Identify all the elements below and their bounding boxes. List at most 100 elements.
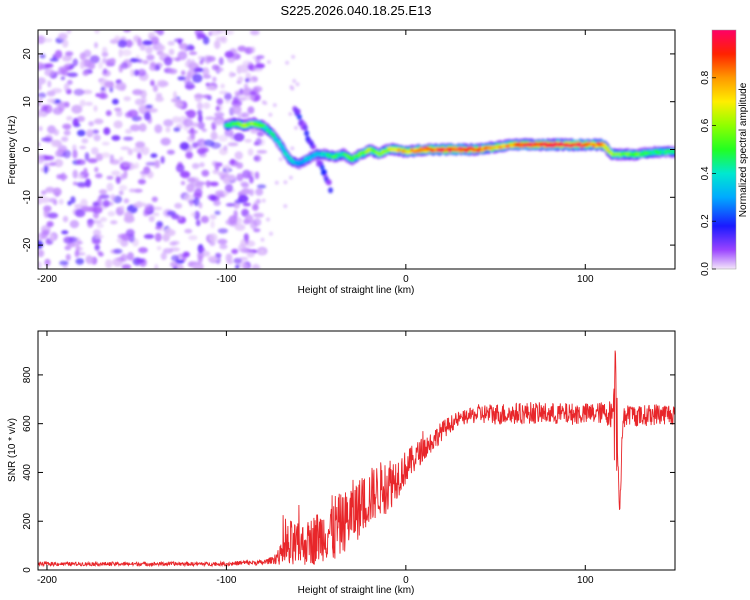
- noise-blob: [247, 106, 255, 114]
- noise-blob: [253, 67, 263, 72]
- noise-blob: [292, 79, 297, 83]
- noise-blob: [111, 135, 121, 141]
- noise-blob: [43, 165, 49, 174]
- noise-blob: [122, 161, 131, 167]
- noise-blob: [179, 142, 190, 151]
- noise-blob: [193, 197, 200, 207]
- noise-blob: [241, 208, 250, 217]
- ridge-segment: [604, 145, 610, 150]
- noise-blob: [47, 80, 52, 88]
- noise-blob: [146, 54, 155, 61]
- noise-blob: [101, 86, 105, 91]
- noise-blob: [38, 35, 46, 44]
- noise-blob: [225, 164, 231, 173]
- noise-blob: [241, 112, 250, 118]
- noise-blob: [155, 226, 162, 230]
- noise-blob: [75, 258, 85, 265]
- noise-blob: [142, 40, 153, 46]
- noise-blob: [231, 248, 239, 255]
- snr-frame: [37, 330, 676, 571]
- noise-blob: [190, 212, 196, 217]
- noise-blob: [111, 170, 121, 176]
- noise-blob: [46, 98, 56, 104]
- noise-blob: [38, 83, 42, 91]
- noise-blob: [44, 258, 51, 267]
- noise-blob: [105, 259, 113, 269]
- noise-blob: [261, 198, 266, 203]
- noise-blob: [144, 203, 155, 213]
- colorbar-tick-label: 0.8: [700, 70, 711, 84]
- noise-blob: [67, 72, 78, 78]
- noise-blob: [225, 203, 236, 207]
- noise-blob: [41, 137, 52, 142]
- noise-blob: [173, 127, 181, 132]
- y-tick-label: -20: [22, 237, 33, 252]
- noise-blob: [106, 182, 114, 192]
- noise-blob: [152, 84, 158, 93]
- noise-blob: [202, 67, 210, 77]
- noise-blob: [92, 206, 103, 214]
- noise-blob: [77, 173, 85, 180]
- noise-blob: [143, 234, 155, 239]
- noise-blob: [214, 40, 221, 50]
- noise-blob: [123, 198, 130, 204]
- snr-y-axis-label: SNR (10 * v/v): [7, 418, 18, 482]
- noise-blob: [95, 93, 100, 97]
- noise-blob: [137, 37, 142, 47]
- noise-blob: [256, 150, 268, 154]
- x-tick-label: 100: [577, 575, 594, 586]
- noise-blob: [194, 210, 200, 220]
- noise-blob: [139, 123, 147, 132]
- noise-blob: [160, 156, 165, 164]
- noise-blob: [60, 76, 66, 81]
- y-tick-label: 20: [22, 48, 33, 60]
- colorbar-tick-label: 0.0: [700, 262, 711, 276]
- noise-blob: [145, 45, 153, 55]
- noise-blob: [38, 155, 45, 164]
- noise-blob: [44, 63, 54, 68]
- noise-blob: [87, 158, 98, 164]
- noise-blob: [215, 252, 222, 258]
- noise-blob: [252, 218, 262, 227]
- colorbar-frame: [711, 29, 737, 270]
- noise-blob: [92, 220, 102, 224]
- noise-blob: [130, 69, 135, 77]
- noise-blob: [242, 60, 252, 66]
- ridge-segment: [280, 146, 286, 151]
- noise-blob: [184, 228, 193, 234]
- snr-x-axis-label: Height of straight line (km): [298, 585, 415, 596]
- noise-blob: [212, 76, 217, 83]
- noise-blob: [135, 141, 146, 148]
- noise-blob: [88, 121, 94, 127]
- x-tick-label: 0: [403, 274, 409, 285]
- noise-blob: [283, 204, 288, 209]
- noise-blob: [209, 195, 217, 202]
- noise-blob: [38, 249, 45, 258]
- noise-blob: [63, 236, 75, 244]
- noise-blob: [252, 204, 259, 211]
- noise-blob: [206, 55, 216, 62]
- noise-blob: [237, 97, 247, 102]
- noise-blob: [215, 36, 226, 42]
- noise-blob: [249, 91, 257, 96]
- x-tick-label: -200: [37, 274, 57, 285]
- noise-blob: [290, 146, 295, 151]
- noise-blob: [233, 257, 242, 264]
- noise-blob: [247, 148, 254, 156]
- noise-blob: [192, 142, 199, 149]
- noise-blob: [223, 177, 230, 185]
- noise-blob: [44, 68, 55, 77]
- noise-blob: [229, 71, 234, 78]
- noise-blob: [72, 149, 78, 159]
- noise-blob: [240, 181, 249, 187]
- noise-blob: [63, 83, 70, 92]
- noise-blob: [156, 221, 164, 228]
- noise-blob: [220, 83, 225, 89]
- noise-blob: [235, 264, 240, 269]
- noise-blob: [49, 233, 55, 242]
- noise-blob: [249, 46, 256, 54]
- noise-blob: [214, 210, 221, 215]
- noise-blob: [234, 199, 244, 204]
- noise-blob: [54, 71, 65, 75]
